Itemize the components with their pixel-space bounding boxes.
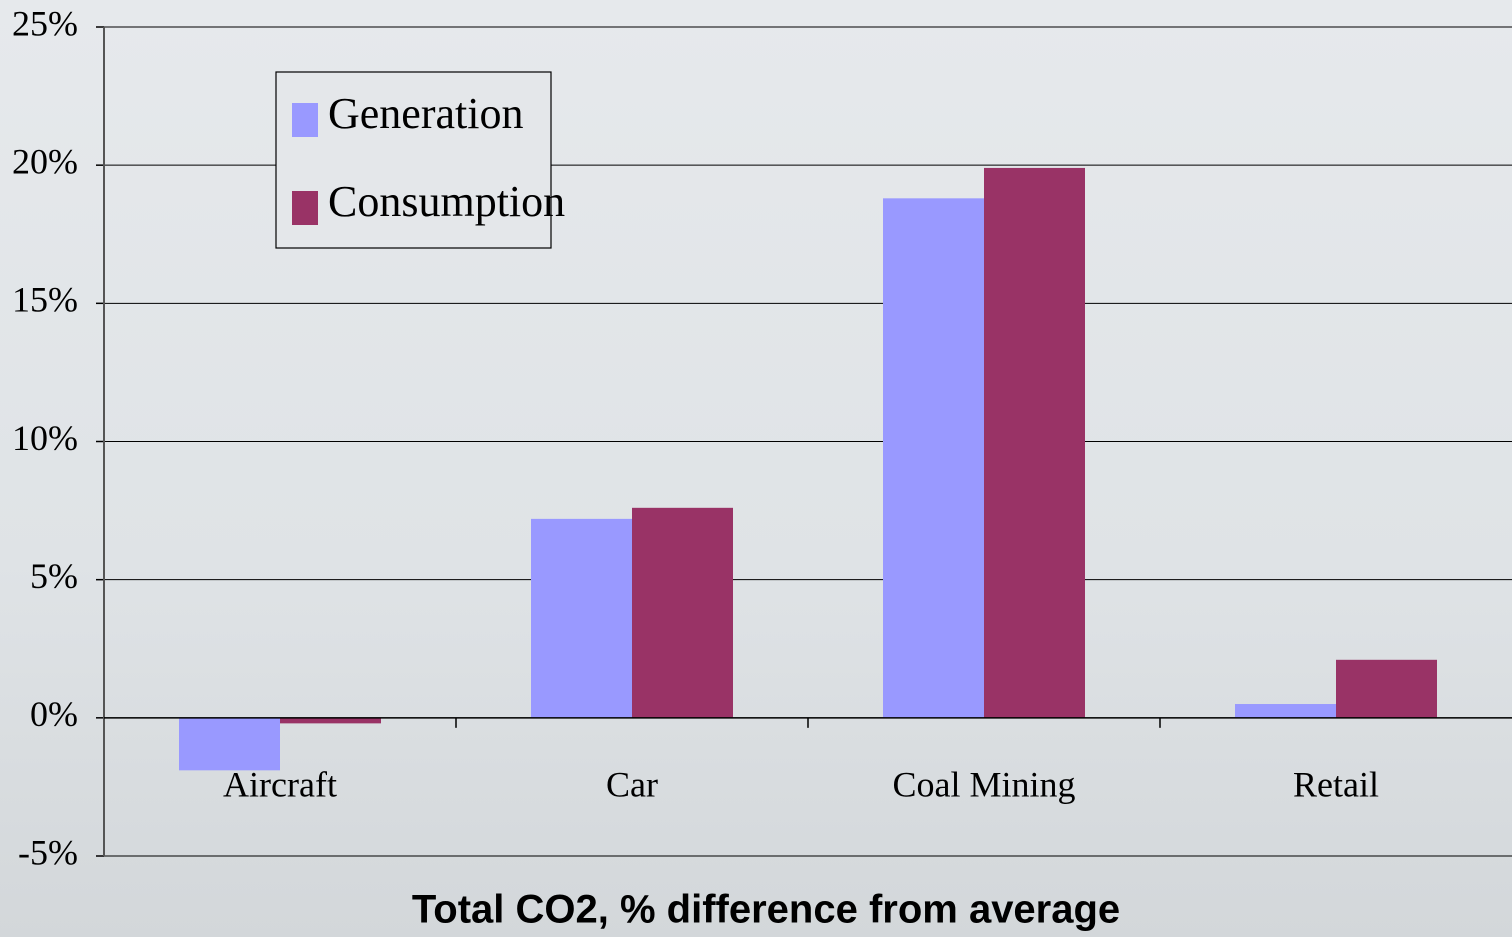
- x-tick-label: Car: [606, 764, 658, 804]
- y-tick-label: 5%: [30, 556, 78, 596]
- y-tick-label: 15%: [12, 280, 78, 320]
- y-tick-label: 20%: [12, 141, 78, 181]
- y-tick-label: -5%: [18, 832, 78, 872]
- bar: [1336, 659, 1437, 718]
- bar: [984, 167, 1085, 718]
- y-tick-label: 0%: [30, 694, 78, 734]
- bar: [179, 717, 280, 771]
- bar: [280, 717, 381, 724]
- bar: [883, 198, 984, 718]
- legend-box: [275, 71, 552, 249]
- x-tick-label: Aircraft: [223, 764, 337, 804]
- x-tick-label: Coal Mining: [892, 764, 1075, 804]
- bar: [632, 507, 733, 718]
- bar: [531, 518, 632, 718]
- y-tick-label: 25%: [12, 3, 78, 43]
- legend-label: Consumption: [328, 177, 565, 226]
- legend-label: Generation: [328, 89, 523, 138]
- legend-swatch: [292, 103, 318, 137]
- x-tick-label: Retail: [1293, 764, 1379, 804]
- chart-title: Total CO2, % difference from average: [412, 888, 1120, 932]
- y-tick-label: 10%: [12, 418, 78, 458]
- legend-swatch: [292, 191, 318, 225]
- bar: [1235, 704, 1336, 718]
